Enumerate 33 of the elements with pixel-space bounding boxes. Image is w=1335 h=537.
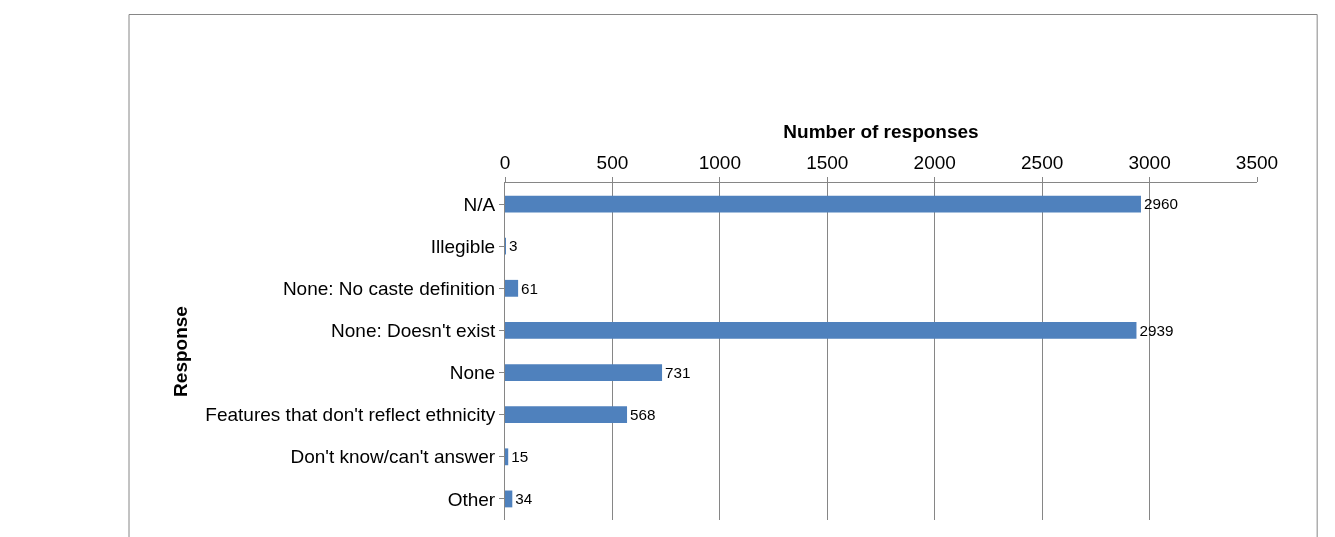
x-tick-label: 1000 — [698, 152, 741, 174]
data-label: 731 — [665, 363, 691, 381]
data-label: 568 — [630, 405, 656, 423]
x-tick-label: 2000 — [913, 152, 956, 174]
x-tick-label: 0 — [499, 152, 511, 174]
data-label: 2939 — [1139, 321, 1174, 339]
bar — [505, 406, 628, 424]
bar — [505, 279, 519, 297]
data-label: 3 — [509, 237, 518, 255]
y-axis-title: Response — [170, 306, 192, 397]
bar — [505, 490, 513, 508]
y-tick-label: Illegible — [430, 235, 496, 257]
x-tick-label: 3000 — [1128, 152, 1171, 174]
y-tick-label: Don't know/can't answer — [290, 446, 496, 468]
x-tick-label: 500 — [596, 152, 629, 174]
x-tick-label: 1500 — [806, 152, 849, 174]
x-tick-label: 2500 — [1021, 152, 1064, 174]
x-axis-title: Number of responses — [783, 121, 979, 143]
data-label: 2960 — [1144, 195, 1178, 213]
y-tick-label: Other — [447, 488, 496, 510]
y-tick-label: N/A — [463, 193, 496, 215]
bar — [505, 195, 1141, 213]
y-tick-label: Features that don't reflect ethnicity — [205, 404, 496, 426]
y-tick-label: None: No caste definition — [282, 277, 496, 299]
bar — [505, 448, 509, 466]
bar — [505, 364, 663, 381]
data-label: 61 — [521, 279, 539, 297]
bar — [505, 322, 1137, 339]
y-tick-label: None: Doesn't exist — [331, 320, 496, 342]
x-tick-label: 3500 — [1235, 152, 1279, 174]
data-label: 34 — [515, 490, 533, 508]
data-label: 15 — [511, 448, 529, 466]
y-tick-label: None — [449, 362, 496, 384]
